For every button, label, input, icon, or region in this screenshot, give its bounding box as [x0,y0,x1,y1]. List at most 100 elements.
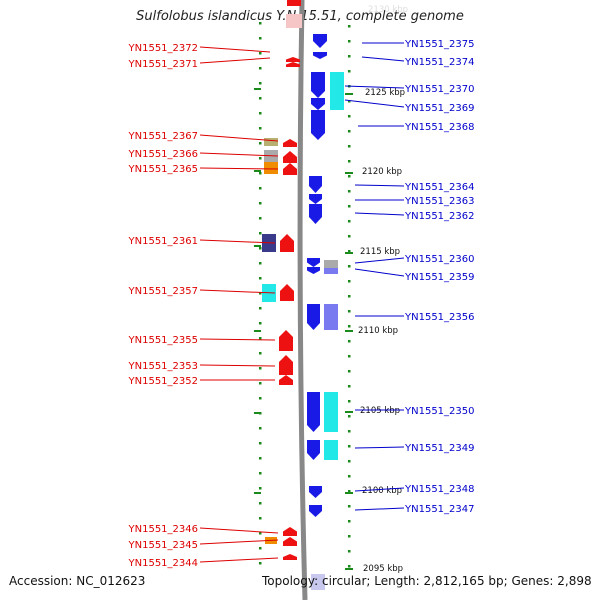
gene-label-reverse: YN1551_2355 [128,335,199,346]
tick-dot-right [348,370,351,373]
tick-dot-left [259,112,262,115]
scale-label: 2120 kbp [362,167,402,177]
tick-dot-right [348,565,351,568]
gene-label-forward: YN1551_2368 [404,122,475,133]
gene-label-reverse: YN1551_2352 [128,376,199,387]
leader-line [199,338,276,341]
tick-dot-right [348,430,351,433]
gene-label-forward: YN1551_2350 [404,406,475,417]
tick-dot-right [348,250,351,253]
tick-dot-right [348,130,351,133]
tick-dash-left [254,88,261,90]
gene-feature-box [324,440,338,460]
tick-dot-left [259,547,262,550]
gene-label-forward: YN1551_2369 [404,103,475,114]
leader-line [354,212,405,216]
tick-dash-left [254,492,261,494]
gene-arrow [283,139,297,147]
gene-arrow [280,234,294,252]
topology-label: Topology: circular; Length: 2,812,165 bp… [262,574,592,588]
leader-line [199,57,271,64]
gene-label-reverse: YN1551_2346 [128,524,199,535]
gene-arrow [309,204,322,224]
leader-line [354,507,405,511]
gene-arrow [311,72,325,98]
scale-label: 2100 kbp [362,486,402,496]
tick-dash-left [254,170,261,172]
tick-dot-right [348,100,351,103]
tick-dash-right [345,568,353,570]
gene-label-forward: YN1551_2347 [404,504,475,515]
tick-dot-right [348,295,351,298]
gene-arrow [307,267,320,274]
gene-arrow [286,62,300,67]
leader-line [199,167,279,170]
gene-arrow [307,440,320,460]
tick-dot-right [348,70,351,73]
gene-label-reverse: YN1551_2345 [128,540,199,551]
accession-label: Accession: NC_012623 [9,574,146,588]
tick-dot-left [259,247,262,250]
tick-dot-right [348,400,351,403]
scale-label: 2125 kbp [365,88,405,98]
tick-dot-right [348,205,351,208]
tick-dot-left [259,352,262,355]
gene-arrow [313,34,327,48]
gene-arrow [311,98,325,110]
gene-arrow [283,151,297,163]
tick-dot-left [259,517,262,520]
tick-dot-left [259,397,262,400]
gene-feature-box [324,260,338,268]
tick-dot-left [259,472,262,475]
tick-dot-right [348,445,351,448]
tick-dot-right [348,145,351,148]
leader-line [199,539,279,545]
gene-feature-box [264,162,278,174]
gene-label-forward: YN1551_2364 [404,182,475,193]
tick-dot-left [259,22,262,25]
gene-label-forward: YN1551_2356 [404,312,475,323]
scale-label: 2130 kbp [368,5,408,15]
tick-dot-left [259,367,262,370]
tick-dash-left [254,330,261,332]
tick-dash-right [345,330,353,332]
gene-label-reverse: YN1551_2371 [128,59,199,70]
gene-arrow [280,284,294,301]
tick-dot-right [348,535,351,538]
tick-dash-left [254,245,261,247]
gene-arrow [279,355,293,375]
tick-dot-left [259,52,262,55]
scale-label: 2105 kbp [360,406,400,416]
tick-dot-right [348,40,351,43]
leader-line [354,487,405,492]
tick-dot-left [259,442,262,445]
leader-line [199,46,271,53]
leader-line [199,134,279,142]
tick-dot-left [259,307,262,310]
tick-dot-right [348,175,351,178]
gene-label-forward: YN1551_2374 [404,57,475,68]
leader-line [199,239,276,244]
gene-feature-box [264,138,278,146]
tick-dot-left [259,67,262,70]
gene-arrow [307,304,320,330]
tick-dot-left [259,457,262,460]
gene-arrow [313,52,327,59]
gene-feature-box [324,268,338,274]
gene-arrow [307,258,320,267]
tick-dot-left [259,127,262,130]
tick-dot-left [259,97,262,100]
leader-line [199,289,276,294]
tick-dot-right [348,505,351,508]
gene-arrow [309,194,322,204]
tick-dot-right [348,265,351,268]
tick-dot-left [259,232,262,235]
tick-dot-left [259,157,262,160]
gene-partial-top [287,0,301,6]
leader-line [354,446,405,449]
leader-line [354,268,405,277]
gene-label-forward: YN1551_2348 [404,484,475,495]
gene-feature-box [324,392,338,432]
genome-backbone [297,0,308,600]
